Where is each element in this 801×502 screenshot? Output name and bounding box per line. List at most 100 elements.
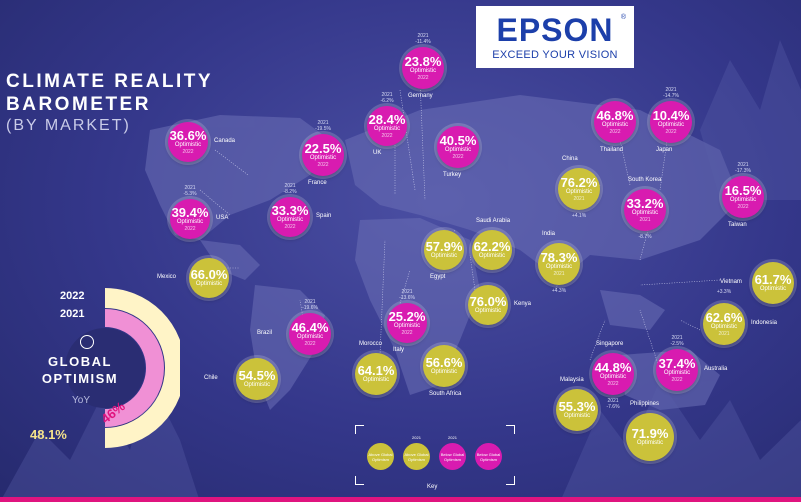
change-year: 2021 <box>737 162 749 168</box>
market-value: 36.6% <box>169 127 207 143</box>
optimistic-label: Optimistic <box>545 263 573 270</box>
market-value: 33.2% <box>626 195 664 211</box>
optimistic-label: Optimistic <box>599 373 627 380</box>
key-item-1: Above Global Optimism <box>367 443 394 470</box>
market-change: 2021 -5.3% <box>178 185 202 197</box>
change-value: -5.3% <box>183 191 197 197</box>
market-value: 66.0% <box>190 267 228 282</box>
market-value: 71.9% <box>631 426 669 441</box>
market-value: 16.5% <box>724 182 762 198</box>
change-year: 2021 <box>417 33 429 39</box>
change-year: 2021 <box>665 87 677 93</box>
gauge-title-line-2: OPTIMISM <box>41 371 119 386</box>
optimistic-label: Optimistic <box>362 377 390 383</box>
market-bubble-france: 22.5% Optimistic 2022 <box>302 134 344 176</box>
market-bubble-canada: 36.6% Optimistic 2022 <box>168 122 208 162</box>
market-bubble-vietnam: 61.7% Optimistic <box>752 262 794 304</box>
key-corner-tr <box>506 425 515 434</box>
optimistic-label: Optimistic <box>393 322 421 329</box>
market-value: 54.5% <box>238 368 276 383</box>
change-value: -19.6% <box>302 305 318 311</box>
country-label: Japan <box>656 147 673 153</box>
country-label: Morocco <box>359 341 383 347</box>
country-label: Australia <box>704 366 728 372</box>
optimistic-label: Optimistic <box>373 125 401 132</box>
market-change: +4.1% <box>567 213 591 219</box>
country-label: Spain <box>316 213 332 219</box>
market-value: 64.1% <box>357 363 395 378</box>
change-year: 2021 <box>304 299 316 305</box>
market-change: 2021 -19.5% <box>311 120 335 132</box>
key-legend: Above Global Optimism Above Global Optimi… <box>355 425 515 490</box>
change-value: -6.2% <box>380 98 394 104</box>
change-value: -19.5% <box>315 126 331 132</box>
change-value: -17.3% <box>735 168 751 174</box>
market-change: 2021 -11.4% <box>411 33 435 45</box>
country-label: Germany <box>408 93 433 99</box>
key-corner-br <box>506 476 515 485</box>
key-item-2: Above Global Optimism <box>403 443 430 470</box>
change-value: -2.5% <box>670 341 684 347</box>
change-value: +4.1% <box>571 213 587 219</box>
market-year: 2022 <box>184 225 196 232</box>
country-label: France <box>308 180 327 186</box>
country-label: Saudi Arabia <box>476 218 511 224</box>
country-label: UK <box>373 150 382 156</box>
title-line-2: BAROMETER <box>6 94 151 115</box>
country-label: India <box>542 231 556 237</box>
market-year: 2022 <box>737 203 749 210</box>
market-change: 2021 -6.2% <box>375 92 399 104</box>
market-bubble-south-africa: 56.6% Optimistic <box>423 345 465 387</box>
optimistic-label: Optimistic <box>309 154 337 161</box>
market-value: 61.7% <box>754 272 792 287</box>
country-label: Brazil <box>257 330 273 336</box>
optimistic-label: Optimistic <box>409 67 437 74</box>
market-bubble-taiwan: 16.5% Optimistic 2022 <box>722 176 764 218</box>
market-bubble-thailand: 46.8% Optimistic 2022 <box>594 101 636 143</box>
market-change: 2021 -17.3% <box>731 162 755 174</box>
gauge-year-2021: 2021 <box>60 308 85 320</box>
market-value: 57.9% <box>425 239 463 254</box>
country-label: Italy <box>393 347 405 353</box>
optimistic-label: Optimistic <box>565 188 593 195</box>
market-bubble-kenya: 76.0% Optimistic <box>468 285 508 325</box>
market-bubble-indonesia: 62.6% Optimistic 2021 <box>703 303 745 345</box>
market-value: 10.4% <box>652 107 690 123</box>
country-label: Turkey <box>443 172 462 178</box>
gauge-value-2021: 48.1% <box>30 427 67 442</box>
key-corner-tl <box>355 425 364 434</box>
market-bubble-singapore: 44.8% Optimistic 2022 <box>592 353 634 395</box>
market-value: 33.3% <box>271 202 309 218</box>
market-year: 2022 <box>304 340 316 347</box>
optimistic-label: Optimistic <box>195 281 223 287</box>
country-label: Thailand <box>600 147 624 153</box>
optimistic-label: Optimistic <box>174 141 202 148</box>
optimistic-label: Optimistic <box>474 308 502 314</box>
market-year: 2022 <box>417 74 429 81</box>
market-bubble-india: 78.3% Optimistic 2021 <box>538 243 580 285</box>
market-change: 2021 -19.6% <box>298 299 322 311</box>
market-year: 2022 <box>182 148 194 155</box>
change-year: 2021 <box>184 185 196 191</box>
optimistic-label: Optimistic <box>636 440 664 446</box>
optimistic-label: Optimistic <box>430 369 458 375</box>
optimistic-label: Optimistic <box>663 369 691 376</box>
key-item-4: Below Global Optimism <box>475 443 502 470</box>
epson-logo: EPSON ® EXCEED YOUR VISION <box>476 6 634 68</box>
market-bubble-morocco: 64.1% Optimistic <box>355 353 397 395</box>
key-item-year: 2021 <box>412 435 421 440</box>
optimistic-label: Optimistic <box>657 121 685 128</box>
optimistic-label: Optimistic <box>243 382 271 388</box>
country-label: Taiwan <box>728 222 747 228</box>
change-value: -13.6% <box>399 295 415 301</box>
optimistic-label: Optimistic <box>478 253 506 259</box>
logo-registered-mark: ® <box>620 14 626 21</box>
change-year: 2021 <box>671 335 683 341</box>
market-change: 2021 -13.6% <box>395 289 419 301</box>
change-value: -11.4% <box>415 39 431 45</box>
optimistic-label: Optimistic <box>296 333 324 340</box>
optimistic-label: Optimistic <box>710 323 738 330</box>
market-value: 76.2% <box>560 174 598 190</box>
market-bubble-australia: 37.4% Optimistic 2022 <box>656 349 698 391</box>
change-value: -8.2% <box>283 189 297 195</box>
